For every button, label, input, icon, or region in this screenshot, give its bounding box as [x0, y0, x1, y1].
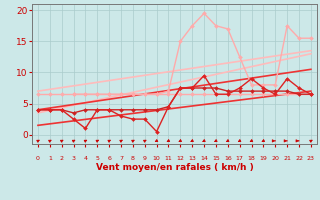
- X-axis label: Vent moyen/en rafales ( km/h ): Vent moyen/en rafales ( km/h ): [96, 163, 253, 172]
